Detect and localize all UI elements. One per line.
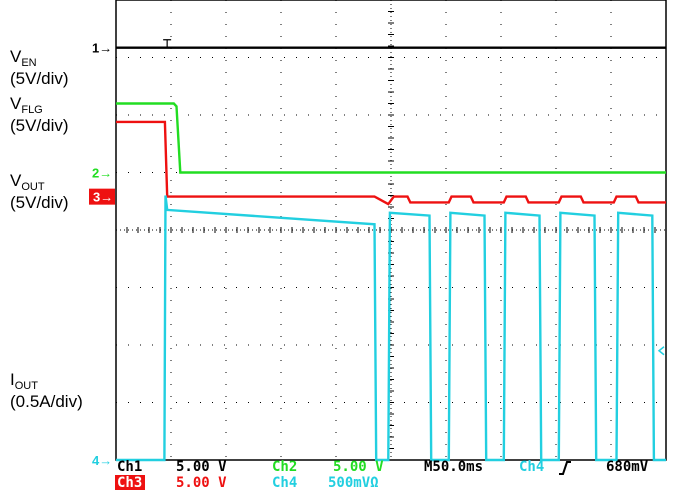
status-row2-item: Ch4 (272, 475, 297, 491)
trace-ch3 (116, 120, 666, 206)
status-row1-item: Ch2 (272, 459, 297, 475)
marker-box-ch3 (89, 188, 115, 205)
status-row1-item: Ch4 (519, 459, 544, 475)
marker-ch2: 2→ (92, 166, 112, 181)
trace-ch4 (116, 195, 666, 462)
channel-label-flg: VFLG (10, 94, 43, 116)
marker-ch4: 4→ (92, 453, 112, 468)
trigger-point-marker (163, 39, 172, 47)
channel-labels: VEN(5V/div)VFLG(5V/div)VOUT(5V/div)IOUT(… (10, 47, 83, 411)
graticule (115, 0, 667, 461)
trace-ch2 (116, 102, 666, 174)
status-row2-item: Ch3 (117, 475, 142, 491)
marker-ch3: 3→ (93, 190, 113, 205)
channel-scale-out: (5V/div) (10, 193, 69, 212)
trigger-level-icon (657, 346, 665, 356)
status-bar: Ch1 5.00 V Ch2 5.00 V M50.0ms Ch4 680mV Ch3 5.00… (115, 459, 649, 491)
channel-label-iout: IOUT (10, 370, 38, 392)
status-row1-item: 680mV (606, 459, 649, 475)
status-row1-item: 5.00 V (333, 459, 384, 475)
channel-markers: 1→ 2→ 3→ 4→ (89, 41, 665, 468)
channel-label-en: VEN (10, 47, 37, 69)
status-row2-item: 500mVΩ (328, 475, 379, 491)
rising-edge-icon (559, 461, 571, 475)
channel-scale-flg: (5V/div) (10, 116, 69, 135)
marker-ch1: 1→ (92, 41, 112, 56)
status-ch3-box (115, 475, 145, 490)
status-row2-item: 5.00 V (176, 475, 227, 491)
channel-scale-iout: (0.5A/div) (10, 392, 83, 411)
status-row1-item: Ch1 (117, 459, 142, 475)
status-row1-item: 5.00 V (176, 459, 227, 475)
channel-label-out: VOUT (10, 171, 45, 193)
channel-scale-en: (5V/div) (10, 69, 69, 88)
traces (116, 39, 666, 462)
status-row1-item: M50.0ms (424, 459, 483, 475)
